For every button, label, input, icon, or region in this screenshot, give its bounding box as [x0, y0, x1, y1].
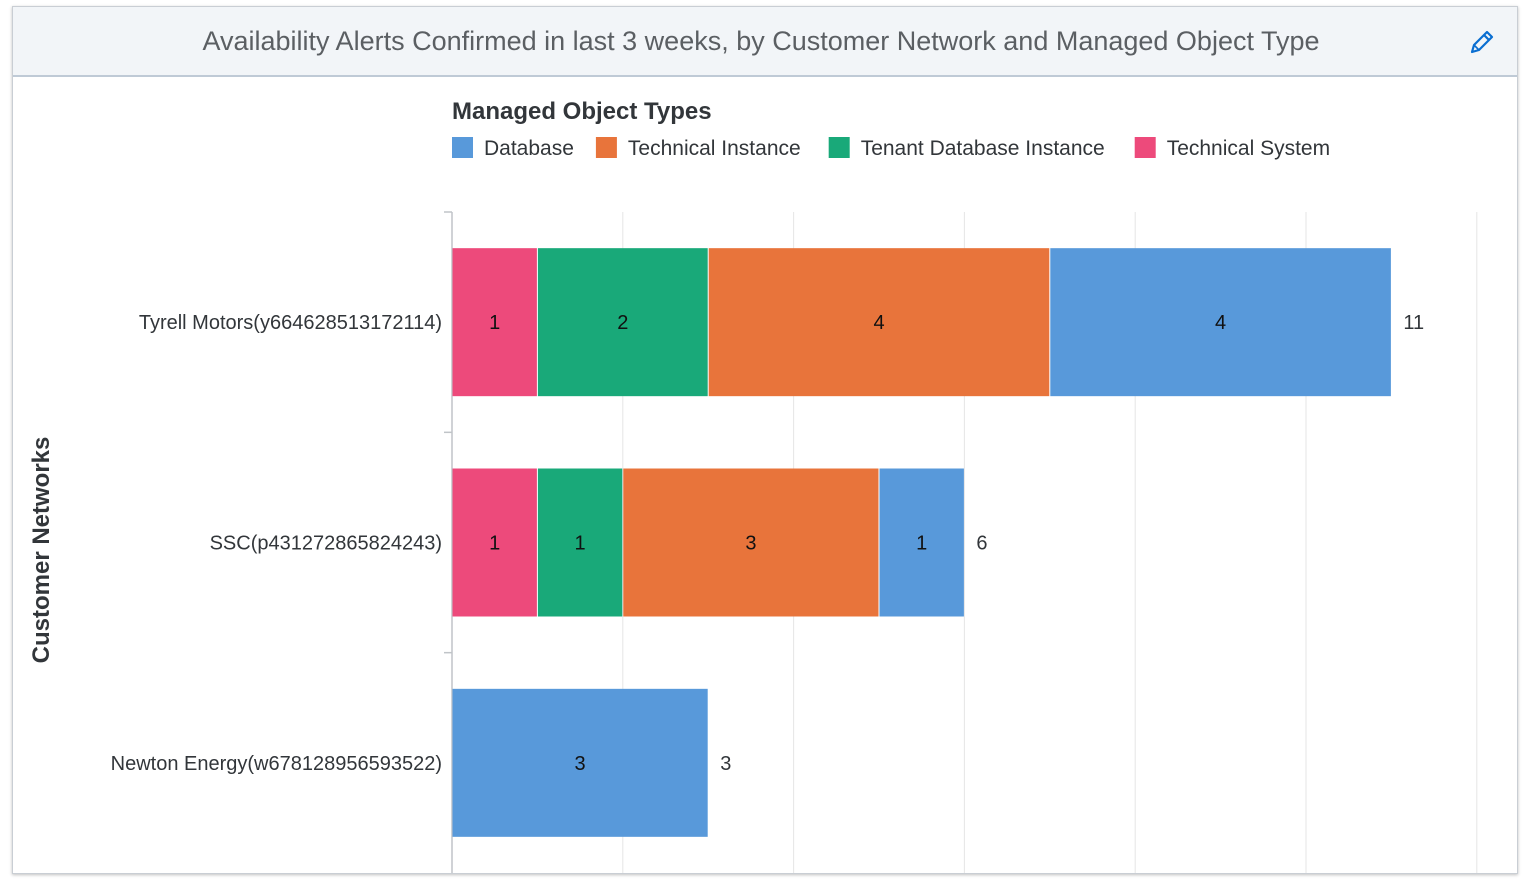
- segment-value-label: 1: [489, 312, 500, 334]
- total-value-label: 11: [1403, 312, 1424, 334]
- segment-value-label: 1: [489, 533, 500, 555]
- segment-value-label: 4: [873, 312, 884, 334]
- y-axis: [444, 211, 453, 873]
- legend-item-label[interactable]: Technical Instance: [628, 137, 801, 160]
- bar-segment[interactable]: [1050, 248, 1391, 397]
- segment-value-label: 2: [617, 312, 628, 334]
- category-label: Newton Energy(w678128956593522): [111, 753, 442, 775]
- legend-item-label[interactable]: Technical System: [1167, 137, 1330, 160]
- segment-value-label: 3: [745, 533, 756, 555]
- category-label: Tyrell Motors(y664628513172114): [139, 312, 442, 334]
- bar-segment[interactable]: [879, 468, 964, 617]
- bar-segment[interactable]: [537, 468, 623, 617]
- chart-title: Availability Alerts Confirmed in last 3 …: [202, 26, 1320, 56]
- y-axis-title: Customer Networks: [28, 437, 55, 664]
- legend-swatch: [828, 137, 850, 158]
- bar-segment[interactable]: [708, 248, 1050, 397]
- bar-segment[interactable]: [452, 248, 537, 397]
- bar-segment[interactable]: [623, 468, 879, 617]
- legend-title: Managed Object Types: [452, 98, 712, 125]
- total-value-label: 3: [720, 753, 731, 775]
- segment-value-label: 4: [1215, 312, 1226, 334]
- segment-value-label: 1: [916, 533, 927, 555]
- category-label: SSC(p431272865824243): [210, 533, 442, 555]
- bar-segment[interactable]: [537, 248, 708, 397]
- pencil-icon[interactable]: [1467, 27, 1497, 57]
- legend-swatch: [452, 137, 473, 158]
- card-header: Availability Alerts Confirmed in last 3 …: [13, 7, 1517, 77]
- legend-swatch: [1134, 137, 1156, 158]
- legend-item-label[interactable]: Tenant Database Instance: [861, 137, 1105, 160]
- legend-swatch: [595, 137, 617, 158]
- legend: Managed Object Types Database Technical In…: [452, 98, 1330, 160]
- total-value-label: 6: [976, 533, 987, 555]
- segment-value-label: 3: [575, 753, 586, 775]
- bars: [452, 248, 1391, 837]
- chart-card: Availability Alerts Confirmed in last 3 …: [12, 6, 1518, 874]
- segment-value-label: 1: [575, 533, 586, 555]
- labels: Tyrell Motors(y664628513172114) 1 2 4 4 11SSC…: [111, 312, 1425, 775]
- bar-segment[interactable]: [452, 688, 708, 837]
- legend-item-label[interactable]: Database: [484, 137, 574, 160]
- stacked-bar-chart: Tyrell Motors(y664628513172114) 1 2 4 4 11SSC…: [28, 98, 1478, 873]
- bar-segment[interactable]: [452, 468, 537, 617]
